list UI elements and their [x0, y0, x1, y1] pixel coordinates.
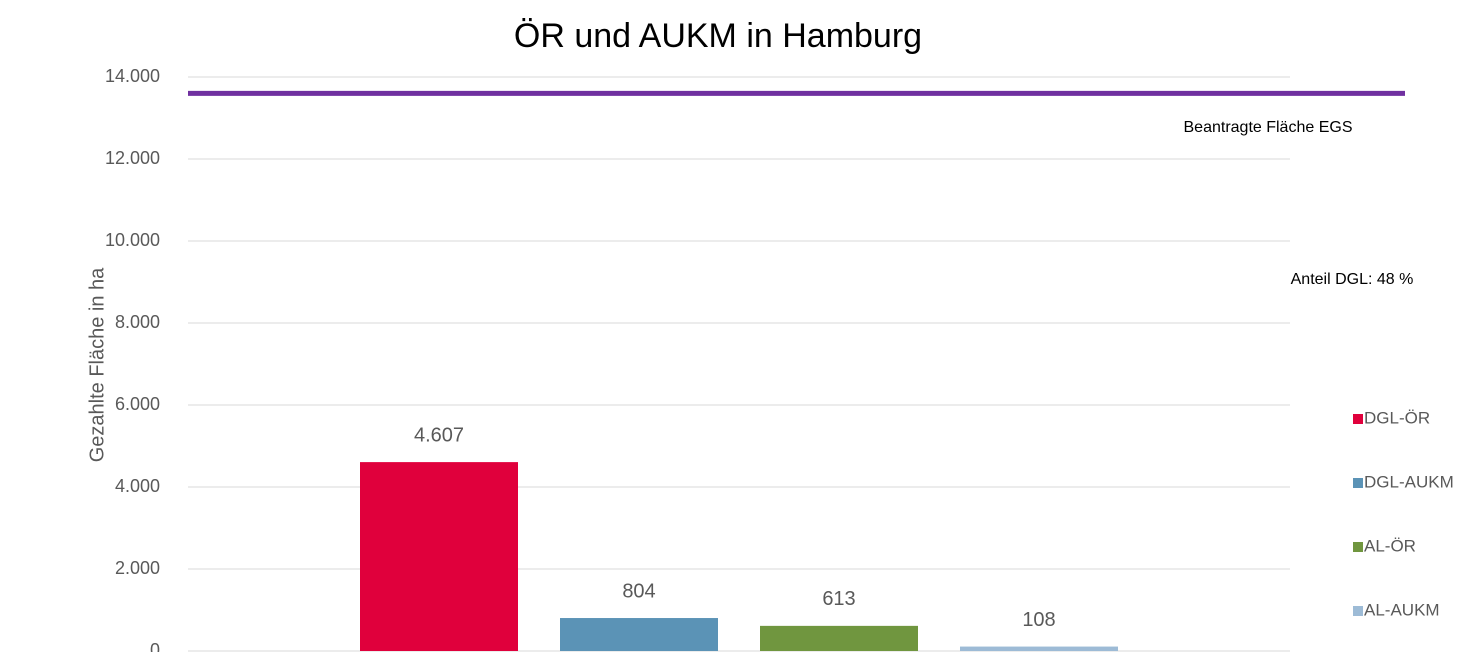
- data-label: 613: [822, 588, 855, 610]
- reference-label: Beantragte Fläche EGS: [1184, 119, 1353, 136]
- y-tick-label: 8.000: [115, 312, 160, 332]
- data-label: 4.607: [414, 424, 464, 446]
- y-tick-label: 2.000: [115, 558, 160, 578]
- legend-label: AL-ÖR: [1364, 536, 1416, 555]
- legend-label: DGL-ÖR: [1364, 408, 1430, 427]
- bar: [960, 646, 1118, 651]
- y-tick-label: 12.000: [105, 148, 160, 168]
- y-tick-label: 14.000: [105, 66, 160, 86]
- annotation: Anteil DGL: 48 %: [1291, 271, 1414, 288]
- legend-swatch: [1353, 414, 1363, 424]
- bar: [360, 462, 518, 651]
- y-tick-label: 4.000: [115, 476, 160, 496]
- chart-title: ÖR und AUKM in Hamburg: [514, 17, 922, 55]
- legend-swatch: [1353, 542, 1363, 552]
- legend-label: AL-AUKM: [1364, 600, 1440, 619]
- legend-swatch: [1353, 606, 1363, 616]
- y-axis-title: Gezahlte Fläche in ha: [86, 267, 108, 462]
- bar: [560, 618, 718, 651]
- y-tick-label: 10.000: [105, 230, 160, 250]
- y-tick-label: 0: [150, 640, 160, 652]
- data-label: 108: [1022, 609, 1055, 631]
- data-label: 804: [622, 580, 655, 602]
- legend-swatch: [1353, 478, 1363, 488]
- legend-label: DGL-AUKM: [1364, 472, 1454, 491]
- bar: [760, 625, 918, 651]
- y-tick-label: 6.000: [115, 394, 160, 414]
